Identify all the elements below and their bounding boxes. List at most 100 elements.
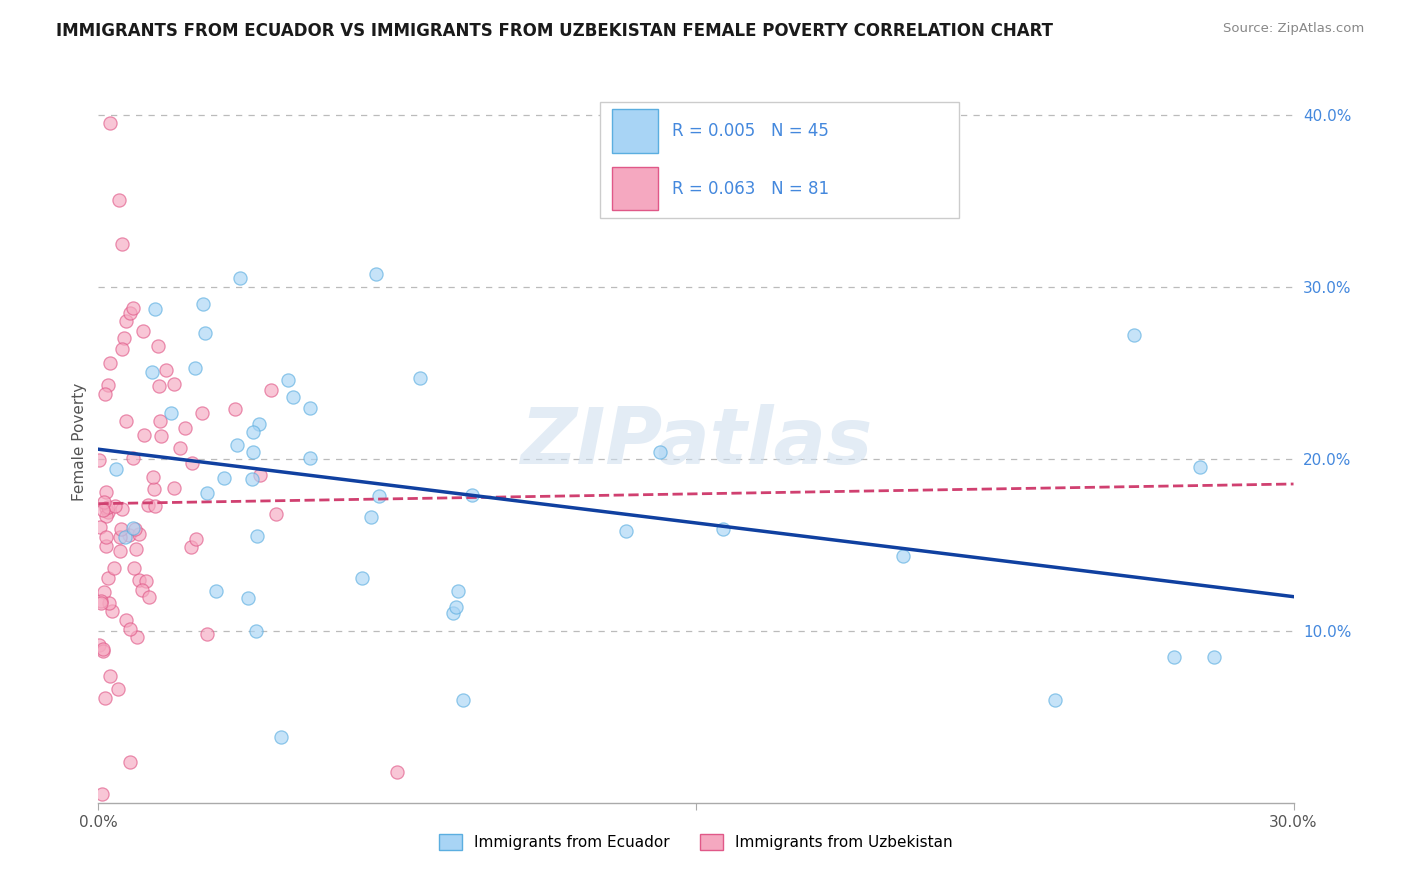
Point xyxy=(180,541,202,555)
Point xyxy=(149,429,172,443)
Point xyxy=(89,520,111,534)
Point xyxy=(128,526,150,541)
Point xyxy=(120,305,142,319)
Point xyxy=(184,361,207,376)
Point xyxy=(159,406,181,420)
Point xyxy=(108,544,131,558)
Point xyxy=(444,600,467,615)
Point xyxy=(194,326,217,340)
Point xyxy=(142,482,165,496)
Point xyxy=(1123,327,1146,342)
Point xyxy=(91,644,114,658)
Point xyxy=(260,383,283,397)
Point xyxy=(97,378,120,392)
Point xyxy=(107,681,129,696)
Point xyxy=(111,502,134,516)
Point xyxy=(121,521,143,535)
Point xyxy=(98,597,121,611)
Text: R = 0.063   N = 81: R = 0.063 N = 81 xyxy=(672,179,830,198)
Point xyxy=(112,331,135,345)
Point xyxy=(93,584,115,599)
Point xyxy=(648,445,671,459)
Point xyxy=(270,730,292,744)
Point xyxy=(131,582,153,597)
Point xyxy=(368,489,391,503)
Point xyxy=(385,764,409,779)
Point xyxy=(1043,692,1066,706)
Point xyxy=(87,453,110,467)
Point xyxy=(89,593,111,607)
Point xyxy=(711,522,734,536)
Point xyxy=(94,387,117,401)
Point xyxy=(111,342,134,356)
Point xyxy=(143,301,166,316)
Point xyxy=(1189,459,1212,474)
Point xyxy=(104,462,127,476)
Text: R = 0.005   N = 45: R = 0.005 N = 45 xyxy=(672,122,830,140)
Point xyxy=(143,499,166,513)
Point xyxy=(125,541,148,556)
Point xyxy=(132,428,155,442)
Point xyxy=(94,509,117,524)
Point xyxy=(236,591,259,605)
Point xyxy=(146,339,169,353)
Point xyxy=(229,271,252,285)
Point xyxy=(118,622,141,636)
Point xyxy=(94,530,117,544)
Point xyxy=(122,450,145,465)
Point xyxy=(191,406,214,420)
Point xyxy=(128,573,150,587)
Text: ZIPatlas: ZIPatlas xyxy=(520,403,872,480)
Point xyxy=(249,467,271,482)
Point xyxy=(891,549,914,563)
Point xyxy=(114,613,136,627)
Point xyxy=(441,606,464,620)
FancyBboxPatch shape xyxy=(600,102,959,218)
Point xyxy=(204,583,226,598)
Point xyxy=(136,498,159,512)
Point xyxy=(104,499,127,513)
Point xyxy=(115,314,138,328)
Point xyxy=(148,379,170,393)
Point xyxy=(195,485,218,500)
Point xyxy=(461,488,484,502)
Point xyxy=(94,691,117,706)
Y-axis label: Female Poverty: Female Poverty xyxy=(72,383,87,500)
Point xyxy=(298,401,321,415)
Point xyxy=(155,363,177,377)
Point xyxy=(98,116,122,130)
Point xyxy=(118,755,141,769)
Point xyxy=(191,297,214,311)
Point xyxy=(184,532,207,546)
Point xyxy=(138,591,160,605)
Point xyxy=(264,507,287,521)
Point xyxy=(124,522,146,536)
Point xyxy=(180,456,202,470)
Point xyxy=(111,236,134,251)
Point xyxy=(240,472,263,486)
Point xyxy=(90,596,112,610)
Point xyxy=(281,390,304,404)
Text: IMMIGRANTS FROM ECUADOR VS IMMIGRANTS FROM UZBEKISTAN FEMALE POVERTY CORRELATION: IMMIGRANTS FROM ECUADOR VS IMMIGRANTS FR… xyxy=(56,22,1053,40)
Point xyxy=(350,571,373,585)
Point xyxy=(96,484,118,499)
Point xyxy=(108,193,131,207)
Point xyxy=(97,571,120,585)
Point xyxy=(277,373,299,387)
Point xyxy=(247,417,270,432)
Point xyxy=(100,669,122,683)
Point xyxy=(97,505,120,519)
Point xyxy=(110,522,132,536)
Point xyxy=(1163,649,1185,664)
Point xyxy=(100,603,122,617)
Point xyxy=(91,787,114,801)
Text: Source: ZipAtlas.com: Source: ZipAtlas.com xyxy=(1223,22,1364,36)
Legend: Immigrants from Ecuador, Immigrants from Uzbekistan: Immigrants from Ecuador, Immigrants from… xyxy=(433,829,959,856)
Point xyxy=(360,510,382,524)
Point xyxy=(91,641,114,656)
Point xyxy=(616,524,638,539)
Point xyxy=(212,471,235,485)
Point xyxy=(163,481,186,495)
Point xyxy=(224,401,246,416)
Point xyxy=(135,574,157,588)
